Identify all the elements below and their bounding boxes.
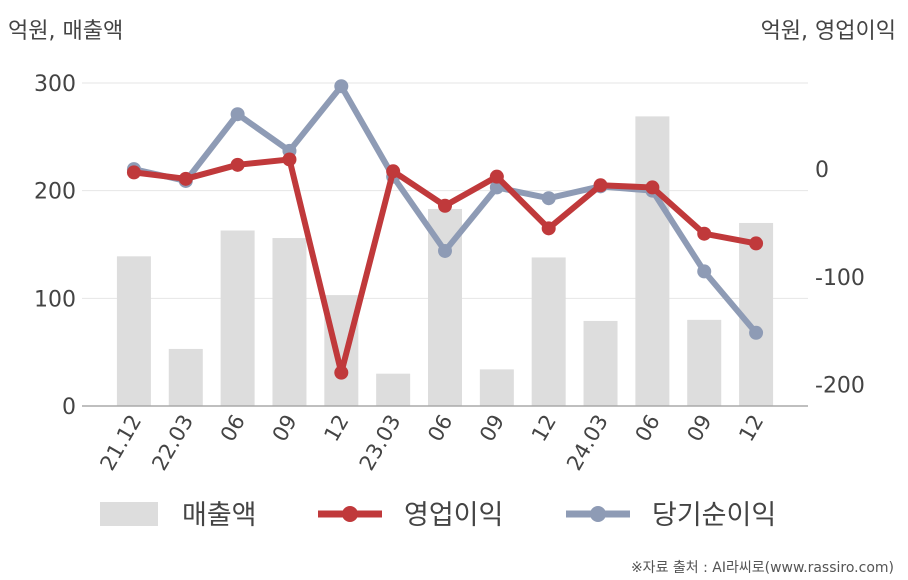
bar-series (116, 116, 774, 407)
x-tick-label: 23.03 (355, 411, 406, 475)
x-tick-label: 12 (319, 411, 353, 446)
right-axis-title: 억원, 영업이익 (761, 19, 896, 44)
legend-swatch-marker (342, 506, 358, 522)
series-point (593, 178, 608, 193)
legend: 매출액 영업이익 당기순이익 (100, 500, 776, 531)
x-tick-label: 09 (682, 411, 716, 446)
bar (635, 116, 670, 407)
bar (168, 348, 203, 406)
source-note: ※자료 출처 : AI라씨로(www.rassiro.com) (631, 560, 894, 576)
x-tick-label: 09 (475, 411, 509, 446)
x-axis-ticks: 21.12 22.03 06 09 12 23.03 06 09 12 24.03 06 09 12 (95, 411, 768, 475)
bar (583, 320, 618, 406)
series-point (230, 107, 245, 122)
bar (687, 319, 722, 406)
series-point (438, 243, 452, 258)
x-tick-label: 22.03 (147, 411, 198, 475)
x-tick-label: 12 (527, 411, 561, 446)
series-point (749, 325, 764, 340)
right-tick-label: 0 (815, 158, 829, 183)
legend-swatch-bar (100, 502, 158, 526)
series-point (438, 198, 452, 213)
left-tick-label: 0 (62, 395, 76, 420)
bar (376, 373, 411, 406)
series-point (282, 152, 297, 167)
legend-label: 매출액 (182, 500, 257, 531)
legend-label: 영업이익 (404, 500, 503, 531)
series-point (697, 264, 712, 279)
series-point (697, 226, 712, 241)
series-point (334, 365, 349, 380)
series-point (489, 169, 504, 184)
legend-label: 당기순이익 (652, 500, 776, 531)
bar (479, 369, 514, 406)
left-axis-ticks: 300 200 100 0 (34, 72, 76, 420)
series-point (645, 180, 660, 195)
series-point (541, 191, 556, 206)
bar (116, 256, 151, 406)
left-tick-label: 100 (34, 287, 76, 312)
bar (739, 222, 774, 406)
series-point (386, 164, 401, 179)
left-tick-label: 200 (34, 180, 76, 205)
x-tick-label: 06 (423, 411, 457, 446)
x-tick-label: 12 (734, 411, 768, 446)
bar (220, 230, 255, 406)
right-axis-ticks: 0 -100 -200 (815, 158, 865, 398)
series-point (334, 79, 349, 94)
line-series (126, 79, 764, 380)
left-tick-label: 300 (34, 72, 76, 97)
series-point (749, 236, 764, 251)
x-tick-label: 24.03 (562, 411, 613, 475)
legend-swatch-marker (590, 506, 606, 522)
series-point (126, 165, 141, 180)
x-tick-label: 06 (631, 411, 665, 446)
bar (531, 257, 566, 406)
right-tick-label: -100 (815, 266, 865, 291)
bar (272, 238, 307, 406)
x-tick-label: 21.12 (95, 411, 146, 475)
left-axis-title: 억원, 매출액 (8, 19, 123, 44)
x-tick-label: 06 (216, 411, 250, 446)
series-point (178, 171, 193, 186)
series-point (541, 221, 556, 236)
x-tick-label: 09 (268, 411, 302, 446)
series-point (230, 157, 245, 172)
right-tick-label: -200 (815, 373, 865, 398)
